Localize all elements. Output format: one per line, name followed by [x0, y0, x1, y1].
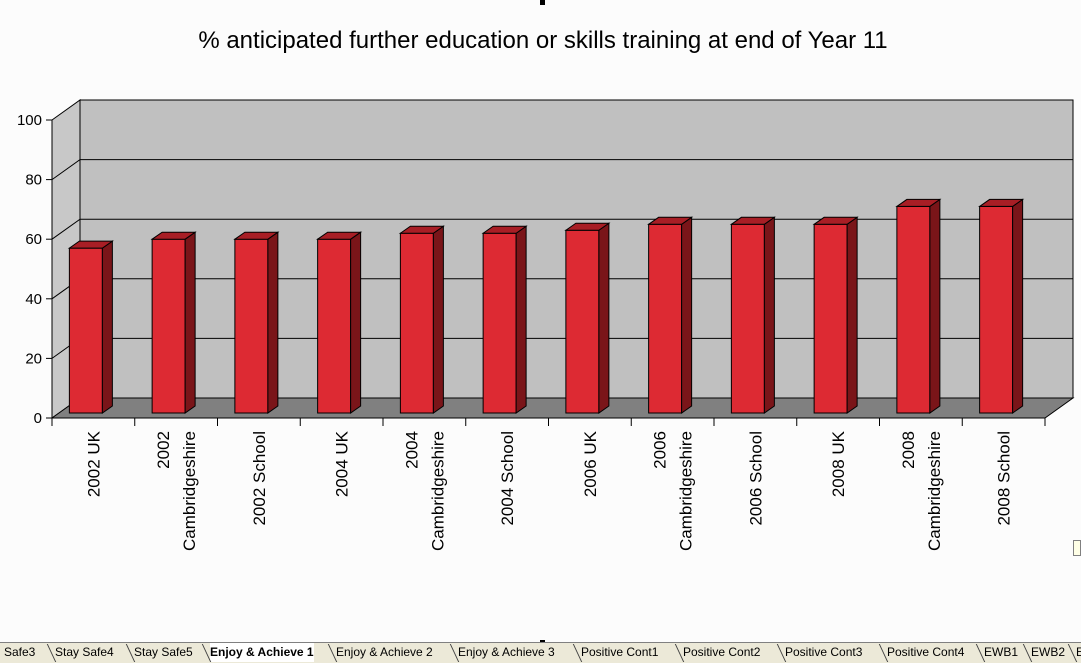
x-category-label: 2006 UK — [581, 430, 600, 497]
bar-side — [350, 231, 362, 414]
sheet-tab-ewb1[interactable]: EWB1 — [984, 645, 1019, 659]
bar-side — [763, 216, 775, 414]
bar-front — [68, 247, 103, 414]
x-category-label: 2004 UK — [333, 430, 352, 497]
x-category-label: 2002 UK — [84, 430, 103, 497]
y-tick-label: 40 — [25, 291, 42, 308]
bar-front — [896, 205, 931, 414]
bar-top — [481, 225, 528, 234]
gridline — [51, 159, 1073, 181]
x-category-label: 2006 — [651, 431, 670, 469]
bar-front — [565, 229, 600, 414]
bar-side — [846, 216, 858, 414]
y-tick-label: 0 — [34, 410, 42, 427]
sheet-tab-positive-cont1[interactable]: Positive Cont1 — [581, 645, 659, 659]
bar-top — [316, 231, 363, 240]
bar-side — [929, 198, 941, 414]
bar-side — [432, 225, 444, 414]
x-category-label: Cambridgeshire — [180, 431, 199, 551]
bar-top — [564, 222, 611, 231]
x-category-label: 2008 UK — [829, 430, 848, 497]
x-category-label: Cambridgeshire — [428, 431, 447, 551]
y-tick-label: 100 — [17, 112, 42, 129]
sheet-tab-ewb2[interactable]: EWB2 — [1031, 645, 1066, 659]
x-category-label: 2008 School — [995, 431, 1014, 526]
x-category-label: Cambridgeshire — [677, 431, 696, 551]
sheet-tab-enjoy-achieve-2[interactable]: Enjoy & Achieve 2 — [336, 645, 433, 659]
bar-side — [101, 240, 113, 414]
y-tick-label: 60 — [25, 231, 42, 248]
sheet-tab-e[interactable]: E — [1076, 643, 1081, 662]
bar-side — [184, 231, 196, 414]
bar-top — [978, 198, 1025, 207]
bar-top — [233, 231, 280, 240]
bar-front — [151, 238, 186, 414]
bar-front — [399, 232, 434, 414]
bar-side — [1012, 198, 1024, 414]
x-category-label: 2008 — [899, 431, 918, 469]
bar-top — [398, 225, 445, 234]
chart-area[interactable]: % anticipated further education or skill… — [0, 0, 1081, 644]
y-tick-label: 80 — [25, 172, 42, 189]
sheet-tab-positive-cont4[interactable]: Positive Cont4 — [887, 645, 965, 659]
sheet-tab-enjoy-achieve-3[interactable]: Enjoy & Achieve 3 — [458, 645, 555, 659]
x-category-label: 2002 School — [250, 431, 269, 526]
x-category-label: Cambridgeshire — [925, 431, 944, 551]
x-category-label: 2006 School — [746, 431, 765, 526]
bar-top — [729, 216, 776, 225]
sheet-tab-positive-cont3[interactable]: Positive Cont3 — [785, 645, 863, 659]
bar-top — [812, 216, 859, 225]
bar-side — [598, 222, 610, 414]
sheet-tab-positive-cont2[interactable]: Positive Cont2 — [683, 645, 761, 659]
bar-front — [730, 223, 765, 414]
bar-front — [979, 205, 1014, 414]
bar-side — [515, 225, 527, 414]
bar-top — [150, 231, 197, 240]
bar-chart: % anticipated further education or skill… — [17, 27, 1075, 551]
bar-top — [67, 240, 114, 249]
sheet-tab-stay-safe4[interactable]: Stay Safe4 — [55, 645, 114, 659]
bar-front — [813, 223, 848, 414]
sheet-tab-bar: Safe3 Stay Safe4 Stay Safe5 Enjoy & Achieve… — [0, 642, 1081, 663]
sheet-tab-stay-safe5[interactable]: Stay Safe5 — [134, 645, 193, 659]
bar-front — [648, 223, 683, 414]
bar-side — [267, 231, 279, 414]
x-category-label: 2004 — [402, 431, 421, 469]
chart-title: % anticipated further education or skill… — [198, 27, 887, 54]
bar-top — [647, 216, 694, 225]
sheet-tab-enjoy-achieve-1[interactable]: Enjoy & Achieve 1 — [210, 643, 314, 662]
comment-indicator — [1073, 540, 1081, 556]
bar-front — [234, 238, 269, 414]
bar-side — [681, 216, 693, 414]
bar-front — [482, 232, 517, 414]
top-resize-handle[interactable] — [540, 0, 545, 5]
x-category-label: 2002 — [154, 431, 173, 469]
y-tick-label: 20 — [25, 350, 42, 367]
x-category-label: 2004 School — [498, 431, 517, 526]
bar-top — [895, 198, 942, 207]
sheet-tab-safe3[interactable]: Safe3 — [4, 645, 36, 659]
bar-front — [317, 238, 352, 414]
